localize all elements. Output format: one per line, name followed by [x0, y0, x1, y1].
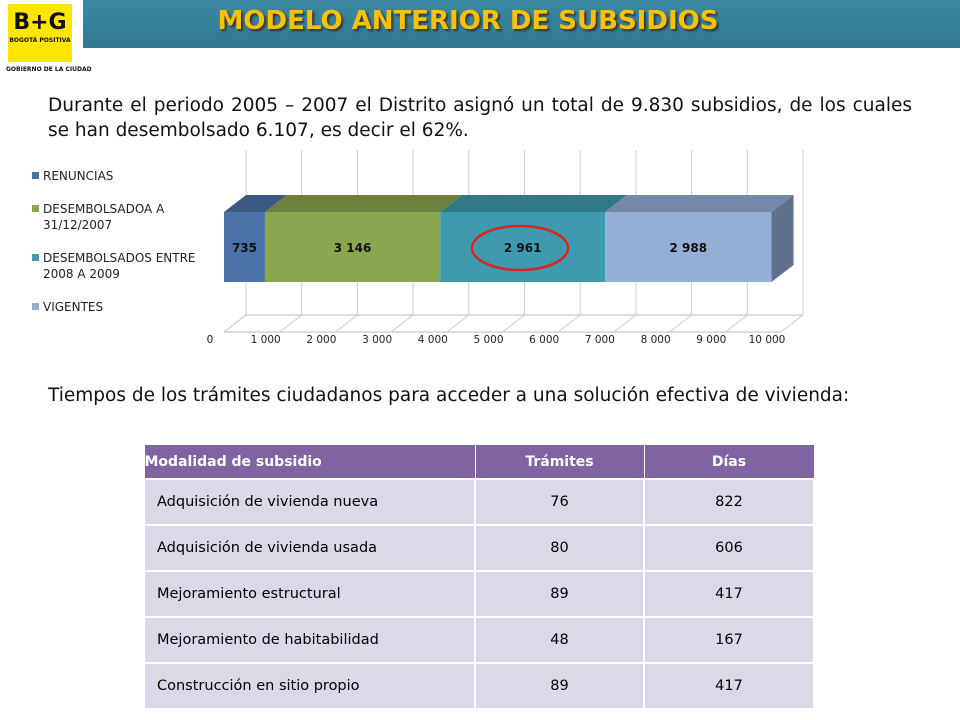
table-cell: Adquisición de vivienda nueva [143, 478, 476, 526]
value-label: 2 961 [504, 241, 542, 255]
table-cell: 89 [474, 662, 645, 710]
table-cell: Construcción en sitio propio [143, 662, 476, 710]
table-cell: 606 [643, 524, 815, 572]
table-cell: 76 [474, 478, 645, 526]
x-tick-label: 7 000 [585, 334, 615, 346]
column-header: Modalidad de subsidio [143, 444, 476, 480]
tick-line [390, 314, 414, 333]
tick-line [724, 314, 748, 333]
value-label: 735 [232, 241, 257, 255]
paragraph: Durante el periodo 2005 – 2007 el Distri… [48, 95, 912, 141]
tick-line [502, 314, 525, 333]
legend-label: RENUNCIAS [43, 169, 114, 183]
bar-side [771, 195, 794, 282]
x-tick-label: 5 000 [473, 334, 503, 346]
table-cell: 417 [643, 662, 815, 710]
bar-top [605, 195, 794, 212]
x-tick-label: 3 000 [362, 334, 392, 346]
tick-line [223, 314, 247, 333]
bar-top [440, 195, 628, 212]
bar-segment [264, 212, 441, 282]
table-cell: Adquisición de vivienda usada [143, 524, 476, 572]
table-cell: 417 [643, 570, 815, 618]
highlight-circle [470, 224, 570, 272]
table-cell: 167 [643, 616, 815, 664]
logo-mark: B+G [13, 10, 67, 35]
bar-segment [224, 212, 265, 282]
tick-line [446, 314, 470, 333]
bar-segment [605, 212, 772, 282]
table-row: Mejoramiento de habitabilidad 48 167 [143, 616, 815, 664]
logo-tagline: BOGOTÁ POSITIVA [9, 37, 71, 44]
tick-line [557, 314, 581, 333]
x-tick-label: 9 000 [696, 334, 726, 346]
legend-swatch [32, 303, 39, 310]
table-cell: 822 [643, 478, 815, 526]
legend-label: DESEMBOLSADOA A 31/12/2007 [43, 202, 165, 232]
legend-item: DESEMBOLSADOA A 31/12/2007 [32, 201, 202, 233]
x-tick-label: 2 000 [306, 334, 336, 346]
tick-line [279, 314, 303, 333]
column-header: Días [643, 444, 815, 480]
tick-line [613, 314, 637, 333]
legend: RENUNCIAS DESEMBOLSADOA A 31/12/2007 DESEM… [32, 168, 202, 332]
table-row: Mejoramiento estructural 89 417 [143, 570, 815, 618]
x-tick-label: 4 000 [418, 334, 448, 346]
slide-title: MODELO ANTERIOR DE SUBSIDIOS [217, 6, 719, 36]
legend-swatch [32, 205, 39, 212]
table-cell: 48 [474, 616, 645, 664]
x-tick-label: 8 000 [641, 334, 671, 346]
legend-item: DESEMBOLSADOS ENTRE 2008 A 2009 [32, 250, 202, 282]
table: Modalidad de subsidio Trámites Días Adquisi… [143, 444, 815, 710]
paragraph: Tiempos de los trámites ciudadanos para … [48, 385, 850, 406]
value-label: 3 146 [334, 241, 372, 255]
x-tick-label: 1 000 [251, 334, 281, 346]
tick-line [669, 314, 692, 333]
bar-top [224, 195, 287, 212]
header-bar [83, 0, 960, 48]
legend-item: VIGENTES [32, 299, 202, 315]
column-header: Trámites [474, 444, 645, 480]
x-tick-label: 0 [207, 334, 214, 346]
x-tick-label: 6 000 [529, 334, 559, 346]
table-cell: 89 [474, 570, 645, 618]
legend-item: RENUNCIAS [32, 168, 202, 184]
table-row: Adquisición de vivienda nueva 76 822 [143, 478, 815, 526]
x-tick-label: 10 000 [749, 334, 786, 346]
bar-top [264, 195, 463, 212]
legend-label: DESEMBOLSADOS ENTRE 2008 A 2009 [43, 251, 196, 281]
value-label: 2 988 [670, 241, 708, 255]
table-row: Adquisición de vivienda usada 80 606 [143, 524, 815, 572]
logo: B+G BOGOTÁ POSITIVA [8, 4, 72, 62]
legend-swatch [32, 254, 39, 261]
table-cell: Mejoramiento estructural [143, 570, 476, 618]
logo-caption: GOBIERNO DE LA CIUDAD [6, 66, 92, 73]
tick-line [780, 314, 804, 333]
table-row: Construcción en sitio propio 89 417 [143, 662, 815, 710]
table-cell: Mejoramiento de habitabilidad [143, 616, 476, 664]
chart: 0 1 000 2 000 3 000 4 000 5 000 6 000 7 000 8 00… [207, 150, 804, 346]
legend-label: VIGENTES [43, 300, 104, 314]
legend-swatch [32, 172, 39, 179]
tick-line [335, 314, 358, 333]
table-cell: 80 [474, 524, 645, 572]
